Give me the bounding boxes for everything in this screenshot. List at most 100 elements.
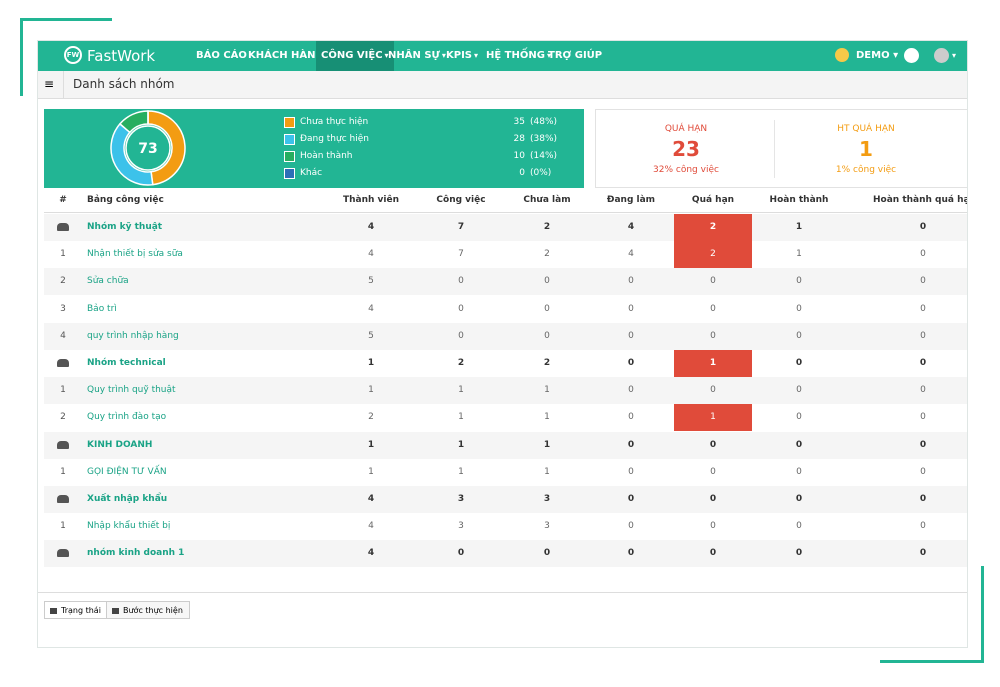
row-name[interactable]: Nhóm technical <box>87 358 166 368</box>
table-row[interactable]: 1 Nhận thiết bị sửa sữa 4 7 2 4 2 1 0 <box>44 241 967 269</box>
cell-value: 4 <box>367 548 375 559</box>
cell-value: 3 <box>457 494 465 504</box>
row-name[interactable]: quy trình nhập hàng <box>87 330 179 341</box>
group-icon <box>57 223 69 231</box>
table-row[interactable]: 3 Bảo trì 4 0 0 0 0 0 0 <box>44 295 967 323</box>
cell-value: 0 <box>457 548 465 559</box>
cell-value: 0 <box>710 330 716 341</box>
table-row[interactable]: KINH DOANH 1 1 1 0 0 0 0 <box>44 431 967 459</box>
table-row[interactable]: 2 Sửa chữa 5 0 0 0 0 0 0 <box>44 268 967 296</box>
row-name[interactable]: Sửa chữa <box>87 276 129 287</box>
row-number: 4 <box>60 330 66 341</box>
decoration <box>981 566 984 663</box>
cell-value: 0 <box>795 548 803 559</box>
row-name[interactable]: KINH DOANH <box>87 439 153 450</box>
legend-count: 10 <box>513 151 525 161</box>
cell-value: 2 <box>543 222 551 232</box>
table-row[interactable]: 4 quy trình nhập hàng 5 0 0 0 0 0 0 <box>44 322 967 350</box>
cell-value: 0 <box>709 494 717 504</box>
cell-value: 1 <box>795 222 803 232</box>
legend-swatch <box>284 168 295 179</box>
caret: ▾ <box>952 51 957 60</box>
donut-chart: 73 <box>110 110 186 186</box>
cell-value: 7 <box>457 222 465 232</box>
nav-item[interactable]: KPIS ▾ <box>441 41 483 71</box>
cell-value: 0 <box>628 330 634 341</box>
cell-value: 1 <box>710 412 716 423</box>
cell-value: 4 <box>628 249 634 260</box>
nav-item[interactable]: CÔNG VIỆC ▾ <box>316 41 394 71</box>
cell-value: 1 <box>368 466 374 477</box>
row-name[interactable]: Xuất nhập khẩu <box>87 494 168 504</box>
cell-value: 3 <box>458 521 464 532</box>
divider <box>774 120 775 178</box>
profile-icon[interactable] <box>934 48 949 63</box>
row-name[interactable]: Nhận thiết bị sửa sữa <box>87 249 183 260</box>
caret: ▾ <box>441 51 446 60</box>
row-name[interactable]: GỌI ĐIỆN TƯ VẤN <box>87 466 167 477</box>
nav-item[interactable]: BÁO CÁO <box>191 41 252 71</box>
cell-value: 0 <box>627 358 635 368</box>
cell-value: 0 <box>796 385 802 396</box>
nav-label: KPIS <box>446 50 473 61</box>
user-name: DEMO <box>856 50 890 61</box>
cell-value: 0 <box>920 249 926 260</box>
cell-value: 0 <box>920 385 926 396</box>
cell-value: 2 <box>710 249 716 260</box>
decoration <box>20 18 112 21</box>
cell-value: 0 <box>796 466 802 477</box>
column-header: Thành viên <box>342 195 400 205</box>
nav-item[interactable]: TRỢ GIÚP <box>543 41 607 71</box>
stat-value: 23 <box>672 137 700 161</box>
cell-value: 1 <box>543 439 551 450</box>
cell-value: 2 <box>543 358 551 368</box>
cell-value: 0 <box>795 494 803 504</box>
stat-title: QUÁ HẠN <box>664 124 708 134</box>
row-name[interactable]: Bảo trì <box>87 303 117 314</box>
cell-value: 0 <box>710 521 716 532</box>
row-name[interactable]: Nhóm kỹ thuật <box>87 222 163 232</box>
row-number: 1 <box>60 385 66 396</box>
nav-label: NHÂN SỰ <box>388 50 440 61</box>
tab-button[interactable]: Bước thực hiện <box>106 601 190 619</box>
row-name[interactable]: Quy trình đào tạo <box>87 412 167 423</box>
row-name[interactable]: Nhập khẩu thiết bị <box>87 521 171 532</box>
table-row[interactable]: 1 Nhập khẩu thiết bị 4 3 3 0 0 0 0 <box>44 513 967 541</box>
table-row[interactable]: Nhóm kỹ thuật 4 7 2 4 2 1 0 <box>44 214 967 241</box>
overdue-highlight <box>674 350 752 377</box>
row-name[interactable]: Quy trình quỹ thuật <box>87 385 176 396</box>
table-row[interactable]: 1 Quy trình quỹ thuật 1 1 1 0 0 0 0 <box>44 377 967 405</box>
row-number: 1 <box>60 249 66 260</box>
brand[interactable]: FastWork <box>87 47 156 65</box>
cell-value: 0 <box>796 303 802 314</box>
cell-value: 0 <box>627 548 635 559</box>
nav-item[interactable]: HỆ THỐNG ▾ <box>481 41 556 71</box>
cell-value: 1 <box>458 466 464 477</box>
cell-value: 0 <box>919 494 927 504</box>
row-name[interactable]: nhóm kinh doanh 1 <box>87 548 185 559</box>
cell-value: 2 <box>544 249 550 260</box>
cell-value: 0 <box>795 439 803 450</box>
button-icon <box>112 608 119 614</box>
cell-value: 0 <box>796 276 802 287</box>
table-row[interactable]: 1 GỌI ĐIỆN TƯ VẤN 1 1 1 0 0 0 0 <box>44 458 967 486</box>
legend-percent: (38%) <box>530 134 558 144</box>
row-number: 2 <box>60 412 66 423</box>
cell-value: 1 <box>457 439 465 450</box>
tab-button[interactable]: Trạng thái <box>44 601 108 619</box>
legend-swatch <box>284 117 295 128</box>
cell-value: 0 <box>628 276 634 287</box>
table-row[interactable]: 2 Quy trình đào tạo 2 1 1 0 1 0 0 <box>44 404 967 432</box>
menu-toggle[interactable]: ≡ <box>44 77 55 91</box>
cell-value: 0 <box>796 521 802 532</box>
table-row[interactable]: Xuất nhập khẩu 4 3 3 0 0 0 0 <box>44 486 967 513</box>
table-row[interactable]: nhóm kinh doanh 1 4 0 0 0 0 0 0 <box>44 540 967 568</box>
column-header: Đang làm <box>606 195 656 205</box>
table-row[interactable]: Nhóm technical 1 2 2 0 1 0 0 <box>44 350 967 377</box>
user-menu[interactable]: DEMO ▾ <box>856 50 899 61</box>
globe-icon[interactable] <box>904 48 919 63</box>
nav-item[interactable]: NHÂN SỰ ▾ <box>383 41 451 71</box>
legend-count: 35 <box>513 117 525 127</box>
cell-value: 0 <box>709 439 717 450</box>
